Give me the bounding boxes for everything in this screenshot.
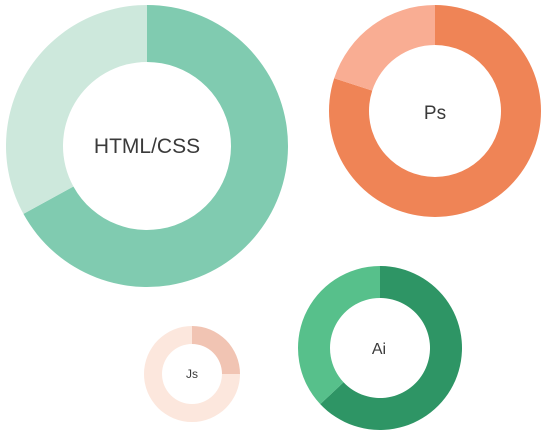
donut-slice bbox=[192, 326, 240, 374]
donut-slice bbox=[329, 5, 542, 217]
donut-center-label: Ai bbox=[372, 341, 386, 358]
donut-chart-ai: Ai bbox=[297, 266, 462, 430]
donut-chart-html-css: HTML/CSS bbox=[6, 5, 289, 287]
donut-center-label: HTML/CSS bbox=[94, 135, 200, 158]
donut-chart-ps: Ps bbox=[329, 5, 542, 217]
donut-chart-js: Js bbox=[144, 326, 240, 422]
donut-slice bbox=[334, 5, 435, 91]
donut-slice bbox=[297, 266, 380, 405]
donut-slices bbox=[329, 5, 542, 217]
donut-slice bbox=[144, 326, 240, 422]
donut-slice bbox=[23, 5, 289, 287]
donut-center-label: Js bbox=[186, 367, 198, 381]
donut-slices bbox=[297, 266, 462, 430]
donut-slice bbox=[320, 266, 462, 430]
donut-slices bbox=[144, 326, 240, 422]
donut-center-label: Ps bbox=[424, 103, 446, 124]
donut-slice bbox=[6, 5, 147, 214]
donut-slices bbox=[6, 5, 289, 287]
